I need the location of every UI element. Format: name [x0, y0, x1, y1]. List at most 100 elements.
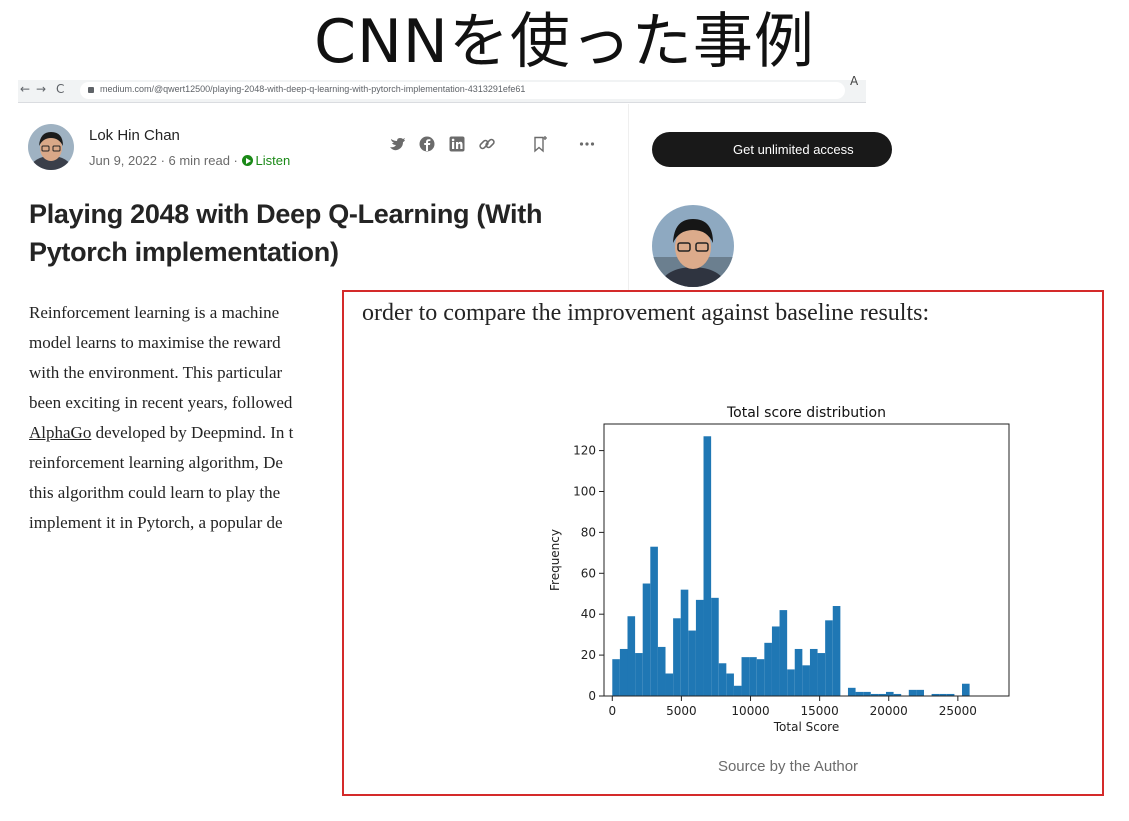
histogram-bar: [825, 620, 833, 696]
more-icon[interactable]: [578, 135, 596, 153]
histogram-bar: [650, 546, 658, 696]
y-tick-label: 80: [581, 525, 596, 539]
score-histogram: Total score distribution 0 5000 10000 15000 2…: [548, 405, 1010, 734]
url-text: medium.com/@qwert12500/playing-2048-with…: [100, 84, 526, 94]
y-tick-label: 60: [581, 566, 596, 580]
y-tick-label: 20: [581, 648, 596, 662]
y-tick-label: 0: [588, 689, 596, 703]
body-text-segment: model learns to maximise the reward: [29, 333, 281, 352]
twitter-icon[interactable]: [388, 135, 406, 153]
histogram-bar: [749, 657, 757, 696]
author-avatar[interactable]: [28, 124, 74, 170]
facebook-icon[interactable]: [418, 135, 436, 153]
article-meta: Jun 9, 2022 · 6 min read · Listen: [89, 153, 290, 168]
body-line: with the environment. This particular: [29, 358, 489, 388]
histogram-bar: [741, 657, 750, 696]
histogram-bar: [832, 606, 841, 696]
body-line: been exciting in recent years, followed: [29, 388, 489, 418]
x-tick-label: 20000: [870, 704, 908, 718]
histogram-bar: [680, 589, 689, 696]
body-line: model learns to maximise the reward: [29, 328, 489, 358]
reload-icon[interactable]: C: [56, 82, 65, 96]
histogram-bar: [771, 626, 780, 696]
article-title: Playing 2048 with Deep Q-Learning (With …: [29, 199, 543, 267]
body-text-segment: developed by Deepmind. In t: [91, 423, 294, 442]
histogram-bar: [870, 693, 879, 696]
histogram-bar: [733, 685, 742, 696]
body-line: reinforcement learning algorithm, De: [29, 448, 489, 478]
y-tick-label: 120: [573, 444, 596, 458]
histogram-bar: [809, 648, 818, 696]
meta-separator: ·: [156, 153, 169, 168]
body-line: implement it in Pytorch, a popular de: [29, 508, 489, 538]
read-time: 6 min read: [168, 153, 230, 168]
histogram-bar: [939, 693, 947, 696]
slide-title: CNNを使った事例: [314, 7, 815, 77]
histogram-bar: [962, 683, 970, 696]
address-bar[interactable]: medium.com/@qwert12500/playing-2048-with…: [80, 82, 845, 99]
x-tick-label: 5000: [666, 704, 697, 718]
histogram-bar: [612, 659, 620, 696]
histogram-bar: [863, 691, 871, 696]
chart-title: Total score distribution: [726, 405, 886, 421]
listen-label: Listen: [255, 153, 291, 168]
body-line: Reinforcement learning is a machine: [29, 298, 489, 328]
x-tick-label: 10000: [731, 704, 769, 718]
histogram-bar: [673, 618, 681, 696]
histogram-bar: [885, 691, 894, 696]
browser-toolbar: ← → C medium.com/@qwert12500/playing-204…: [18, 74, 866, 103]
x-axis-label: Total Score: [773, 720, 839, 734]
histogram-bar: [779, 610, 788, 696]
x-tick-label: 25000: [939, 704, 977, 718]
y-axis-label: Frequency: [548, 529, 562, 591]
histogram-bar: [627, 616, 636, 696]
y-tick-label: 100: [573, 484, 596, 498]
body-text-segment: been exciting in recent years, followed: [29, 393, 293, 412]
histogram-bar: [802, 665, 810, 696]
histogram-bar: [764, 642, 772, 696]
histogram-bar: [893, 693, 902, 696]
back-icon[interactable]: ←: [20, 82, 31, 96]
highlight-box: order to compare the improvement against…: [342, 290, 1104, 796]
histogram-bar: [635, 653, 643, 696]
get-unlimited-access-button[interactable]: Get unlimited access: [652, 132, 892, 167]
author-name[interactable]: Lok Hin Chan: [89, 127, 180, 144]
meta-separator: ·: [229, 153, 242, 168]
forward-icon[interactable]: →: [36, 82, 47, 96]
x-tick-label: 15000: [801, 704, 839, 718]
y-tick-label: 40: [581, 607, 596, 621]
body-text-segment: with the environment. This particular: [29, 363, 283, 382]
histogram-bar: [817, 653, 826, 696]
histogram-bar: [787, 669, 795, 696]
histogram-bar: [642, 583, 651, 696]
body-text-segment: Reinforcement learning is a machine: [29, 303, 280, 322]
figure-caption: Source by the Author: [717, 758, 859, 775]
histogram-bar: [794, 648, 803, 696]
bookmark-icon[interactable]: [531, 135, 549, 153]
lead-sentence: order to compare the improvement against…: [362, 300, 930, 326]
tab-glyph: A: [850, 74, 859, 88]
histogram-bar: [688, 630, 696, 696]
histogram-bar: [931, 693, 940, 696]
histogram-bar: [855, 691, 864, 696]
listen-button[interactable]: Listen: [241, 153, 291, 168]
body-line: AlphaGo developed by Deepmind. In t: [29, 418, 489, 448]
publish-date: Jun 9, 2022: [89, 153, 157, 168]
link-icon[interactable]: [478, 135, 496, 153]
column-divider: [628, 104, 629, 294]
plot-frame: [603, 423, 1010, 697]
play-icon: [241, 155, 253, 166]
histogram-bar: [916, 689, 924, 696]
histogram-bar: [695, 599, 704, 696]
article-body: Reinforcement learning is a machine model…: [29, 298, 489, 538]
histogram-bar: [878, 693, 886, 696]
body-line: this algorithm could learn to play the: [29, 478, 489, 508]
histogram-bar: [908, 689, 917, 696]
histogram-bar: [756, 659, 765, 696]
alphago-link[interactable]: AlphaGo: [29, 423, 92, 442]
histogram-bar: [726, 673, 734, 696]
linkedin-icon[interactable]: [448, 135, 466, 153]
body-text-segment: reinforcement learning algorithm, De: [29, 453, 283, 472]
histogram-bar: [946, 693, 955, 696]
sidebar-author-avatar[interactable]: [652, 205, 734, 287]
